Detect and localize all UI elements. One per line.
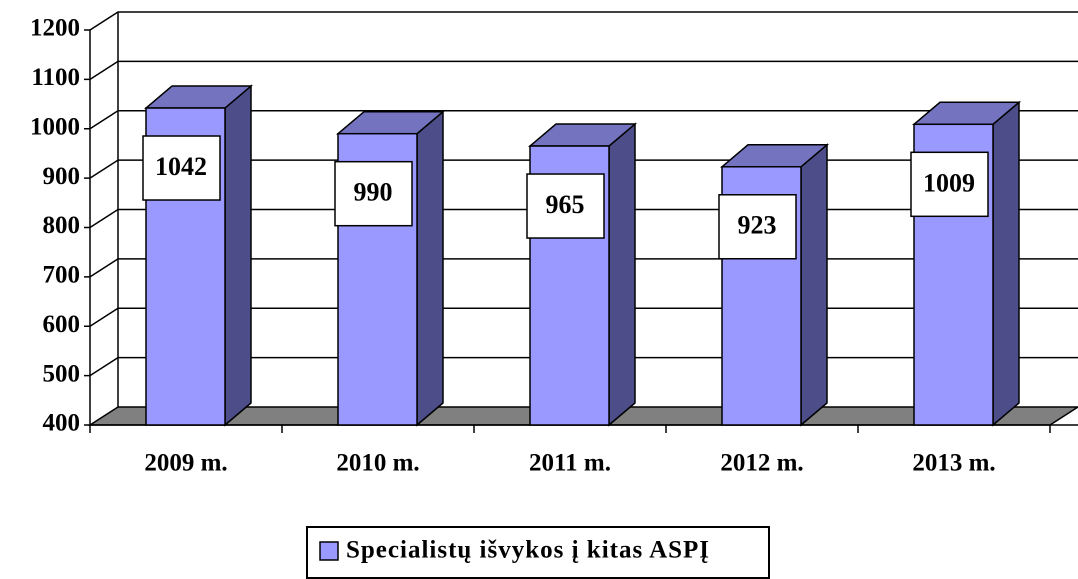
y-tick-label: 400 — [43, 410, 81, 437]
legend-label: Specialistų išvykos į kitas ASPĮ — [346, 537, 710, 564]
legend-swatch — [319, 541, 339, 561]
x-tick-label: 2010 m. — [336, 450, 419, 477]
value-label: 1042 — [155, 152, 207, 181]
value-label-box — [526, 173, 605, 239]
x-tick-label: 2013 m. — [912, 450, 995, 477]
y-tick-label: 1000 — [30, 113, 80, 140]
value-label: 990 — [354, 178, 393, 207]
y-tick-label: 800 — [43, 212, 81, 239]
value-label-box — [334, 160, 413, 227]
y-tick-label: 1100 — [31, 64, 80, 91]
legend-box — [306, 526, 770, 579]
x-tick-label: 2009 m. — [144, 450, 227, 477]
value-label: 923 — [738, 211, 777, 240]
bar-side — [224, 84, 252, 427]
y-tick-label: 600 — [43, 311, 81, 338]
value-label: 965 — [546, 190, 585, 219]
y-tick-label: 1200 — [30, 15, 80, 42]
value-label-box — [718, 194, 797, 260]
bar-side — [800, 143, 828, 427]
value-label: 1009 — [923, 168, 975, 197]
bar-side — [416, 110, 444, 427]
y-tick-label: 700 — [43, 262, 81, 289]
bar-side — [992, 100, 1020, 427]
value-label-box — [142, 135, 221, 201]
y-tick-label: 900 — [43, 163, 81, 190]
grid-line — [89, 60, 1078, 81]
grid-line — [89, 11, 1078, 31]
y-tick-label: 500 — [43, 360, 81, 387]
value-label-box — [910, 151, 989, 218]
x-tick-label: 2012 m. — [720, 450, 803, 477]
x-tick-label: 2011 m. — [529, 450, 611, 477]
bar-side — [608, 122, 636, 427]
